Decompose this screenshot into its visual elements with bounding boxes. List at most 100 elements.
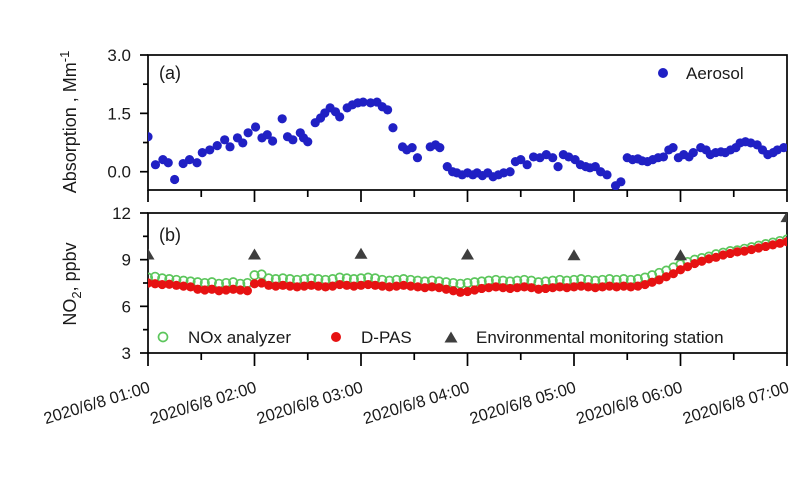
dpas-series-point bbox=[271, 281, 281, 291]
dpas-series-point bbox=[242, 286, 252, 296]
dpas-series bbox=[148, 237, 787, 297]
aerosol-series-point bbox=[358, 97, 368, 107]
dpas-series-point bbox=[512, 283, 522, 293]
dpas-series-point bbox=[349, 281, 359, 291]
dpas-series-point bbox=[505, 283, 515, 294]
dpas-series-point bbox=[768, 240, 778, 250]
dpas-series-point bbox=[320, 282, 331, 292]
aerosol-series-point bbox=[262, 130, 272, 140]
dpas-series-point bbox=[370, 280, 380, 290]
aerosol-series-point bbox=[150, 160, 161, 170]
legend-nox-analyzer-marker bbox=[157, 331, 169, 343]
aerosol-series-point bbox=[163, 158, 173, 168]
aerosol-series-point bbox=[148, 132, 153, 142]
dpas-series-point bbox=[739, 246, 750, 256]
y-tick-label: 9 bbox=[122, 251, 131, 270]
aerosol-series-point bbox=[779, 142, 787, 153]
dpas-series-point bbox=[569, 282, 579, 292]
y-tick-label: 6 bbox=[122, 297, 131, 316]
dpas-series-point bbox=[462, 286, 473, 297]
aerosol-series-point bbox=[407, 142, 417, 153]
dpas-series-point bbox=[328, 281, 338, 291]
dpas-series-point bbox=[690, 258, 700, 269]
dpas-series-point bbox=[761, 241, 771, 252]
aerosol-series-point bbox=[205, 145, 215, 155]
aerosol-series-point bbox=[388, 123, 398, 133]
panel-a-y-axis bbox=[140, 54, 148, 173]
aerosol-series-point bbox=[553, 162, 563, 172]
dpas-series-point bbox=[498, 283, 508, 293]
dpas-series-point bbox=[207, 284, 217, 294]
aerosol-series-point bbox=[658, 152, 669, 162]
monitoring-station-series-point bbox=[148, 248, 155, 260]
dpas-series-point bbox=[470, 285, 480, 295]
aerosol-series-point bbox=[616, 177, 626, 187]
dpas-series-point bbox=[441, 284, 451, 294]
monitoring-station-series-point bbox=[461, 248, 474, 260]
dpas-series-point bbox=[448, 286, 458, 296]
dpas-series-point bbox=[675, 265, 686, 275]
monitoring-station-series-point bbox=[248, 248, 261, 260]
monitoring-station-series-point bbox=[354, 247, 368, 259]
dpas-series-point bbox=[533, 284, 544, 294]
dpas-series-point bbox=[725, 248, 735, 259]
aerosol-series-point bbox=[197, 148, 207, 158]
dpas-series-point bbox=[477, 283, 487, 294]
dpas-series-point bbox=[612, 282, 622, 292]
x-tick-label: 2020/6/8 03:00 bbox=[255, 379, 366, 428]
aerosol-series-point bbox=[548, 153, 558, 163]
dpas-series-point bbox=[292, 282, 302, 292]
panel-b-y-axis bbox=[140, 212, 148, 354]
dpas-series-point bbox=[335, 279, 345, 290]
legend-aerosol-label: Aerosol bbox=[686, 64, 744, 83]
dpas-series-point bbox=[171, 280, 181, 290]
dpas-series-point bbox=[164, 279, 174, 289]
dpas-series-point bbox=[193, 284, 203, 294]
aerosol-series-point bbox=[303, 137, 313, 147]
dpas-series-point bbox=[221, 285, 231, 295]
x-tick-label: 2020/6/8 05:00 bbox=[468, 379, 579, 428]
monitoring-station-series-point bbox=[674, 249, 687, 261]
legend-dpas-marker bbox=[331, 332, 341, 342]
dpas-series-point bbox=[775, 238, 785, 248]
dpas-series-point bbox=[711, 252, 721, 262]
y-tick-label: 12 bbox=[112, 204, 131, 223]
dpas-series-point bbox=[264, 280, 274, 290]
x-tick-label: 2020/6/8 02:00 bbox=[148, 379, 259, 428]
dpas-series-point bbox=[491, 282, 501, 292]
aerosol-series-point bbox=[435, 142, 445, 153]
legend-dpas-label: D-PAS bbox=[361, 328, 412, 347]
x-tick-label: 2020/6/8 04:00 bbox=[361, 379, 472, 428]
dpas-series-point bbox=[214, 286, 224, 296]
y-tick-label: 1.5 bbox=[107, 104, 131, 123]
aerosol-series-point bbox=[288, 135, 298, 145]
dpas-series-point bbox=[434, 283, 444, 293]
dpas-series-point bbox=[654, 275, 664, 285]
dpas-series-point bbox=[278, 280, 288, 290]
dpas-series-point bbox=[754, 243, 764, 253]
dpas-series-point bbox=[526, 283, 537, 293]
aerosol-series-point bbox=[668, 142, 678, 153]
dpas-series-point bbox=[647, 277, 657, 287]
y-tick-label: 3.0 bbox=[107, 46, 131, 65]
dpas-series-point bbox=[391, 281, 402, 291]
dpas-series-point bbox=[746, 244, 757, 255]
panel-b-x-ticks bbox=[147, 353, 788, 366]
dpas-series-point bbox=[455, 287, 465, 297]
aerosol-series-point bbox=[170, 174, 180, 185]
dpas-series-point bbox=[363, 279, 373, 290]
aerosol-series-point bbox=[522, 160, 532, 170]
dpas-series-point bbox=[406, 281, 416, 291]
aerosol-series-point bbox=[192, 158, 202, 168]
x-tick-label: 2020/6/8 07:00 bbox=[681, 379, 792, 428]
dpas-series-point bbox=[399, 280, 409, 290]
dpas-series-point bbox=[583, 282, 593, 292]
dpas-series-point bbox=[590, 283, 600, 293]
x-tick-label: 2020/6/8 01:00 bbox=[42, 379, 153, 428]
dpas-series-point bbox=[257, 278, 267, 288]
aerosol-series-point bbox=[412, 153, 423, 163]
dpas-series-point bbox=[718, 250, 728, 260]
dpas-series-point bbox=[306, 280, 316, 290]
x-tick-label: 2020/6/8 06:00 bbox=[574, 379, 685, 428]
